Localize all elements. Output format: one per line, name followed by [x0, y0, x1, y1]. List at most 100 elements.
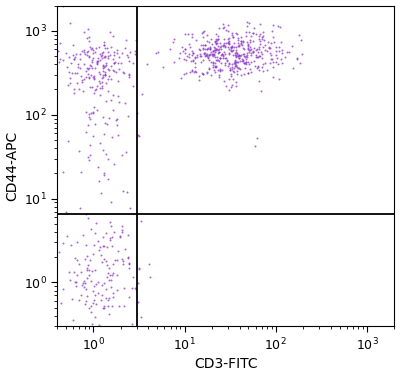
Point — [108, 222, 114, 228]
Point — [228, 71, 234, 77]
Point — [197, 48, 203, 54]
Point — [199, 46, 206, 52]
Point — [110, 107, 116, 113]
Point — [230, 47, 236, 53]
Point — [86, 62, 93, 68]
Point — [245, 70, 251, 76]
Point — [214, 40, 220, 46]
Point — [105, 270, 111, 276]
Point — [109, 303, 115, 309]
Point — [204, 46, 211, 52]
Point — [236, 52, 242, 58]
Point — [100, 114, 106, 120]
Point — [104, 66, 111, 72]
Point — [218, 46, 224, 52]
Point — [83, 74, 89, 80]
Point — [240, 40, 246, 46]
Point — [181, 56, 187, 62]
Point — [243, 59, 249, 65]
Point — [200, 50, 207, 56]
Point — [268, 56, 274, 62]
Point — [78, 73, 84, 79]
Point — [230, 77, 236, 83]
Point — [90, 74, 97, 80]
Point — [296, 32, 302, 38]
Point — [228, 48, 234, 54]
Point — [60, 57, 67, 63]
Point — [62, 50, 69, 56]
Point — [88, 278, 94, 284]
Point — [153, 50, 160, 56]
Point — [101, 53, 108, 59]
Point — [215, 36, 221, 42]
Point — [132, 51, 139, 57]
Point — [138, 314, 145, 320]
Point — [245, 41, 251, 48]
Point — [215, 57, 221, 63]
Point — [80, 88, 86, 94]
Point — [224, 57, 230, 63]
Point — [214, 37, 220, 43]
Point — [244, 45, 251, 51]
Point — [101, 54, 107, 60]
Point — [108, 234, 115, 241]
Point — [83, 242, 90, 248]
Point — [94, 58, 101, 64]
Point — [223, 27, 230, 33]
Point — [255, 63, 261, 69]
Point — [86, 37, 92, 43]
Point — [103, 80, 109, 86]
Point — [192, 64, 198, 70]
Point — [98, 252, 104, 258]
Point — [115, 132, 121, 138]
Point — [100, 68, 106, 74]
Point — [107, 237, 113, 243]
Point — [112, 117, 119, 123]
Point — [178, 75, 184, 81]
Point — [120, 261, 126, 267]
Point — [80, 75, 87, 81]
Point — [82, 280, 88, 286]
Point — [94, 107, 100, 113]
Point — [115, 303, 122, 309]
Point — [226, 40, 232, 46]
Point — [74, 239, 81, 245]
Point — [90, 133, 96, 139]
Point — [232, 52, 239, 58]
Point — [91, 75, 98, 81]
Point — [106, 295, 112, 301]
Point — [186, 51, 192, 57]
Point — [282, 54, 288, 60]
Point — [212, 47, 219, 53]
Point — [184, 31, 191, 37]
Point — [232, 58, 238, 64]
Point — [99, 305, 106, 311]
Point — [233, 54, 239, 60]
Point — [222, 51, 228, 57]
Point — [210, 62, 216, 68]
Point — [233, 47, 240, 53]
Point — [220, 42, 226, 48]
Point — [67, 80, 73, 86]
Point — [205, 54, 211, 60]
Point — [240, 46, 247, 52]
Point — [86, 305, 92, 311]
Point — [259, 34, 265, 40]
Point — [95, 290, 101, 296]
Point — [110, 290, 116, 296]
Point — [186, 41, 192, 47]
Point — [70, 52, 76, 58]
Point — [248, 59, 254, 65]
Point — [95, 238, 102, 244]
Point — [256, 54, 262, 60]
Point — [78, 169, 84, 175]
Point — [91, 89, 98, 95]
Point — [229, 48, 236, 54]
Point — [87, 152, 93, 158]
Point — [90, 55, 96, 61]
Point — [108, 284, 114, 290]
Point — [76, 51, 83, 57]
Point — [88, 63, 95, 69]
Point — [90, 50, 96, 56]
Point — [108, 199, 114, 205]
